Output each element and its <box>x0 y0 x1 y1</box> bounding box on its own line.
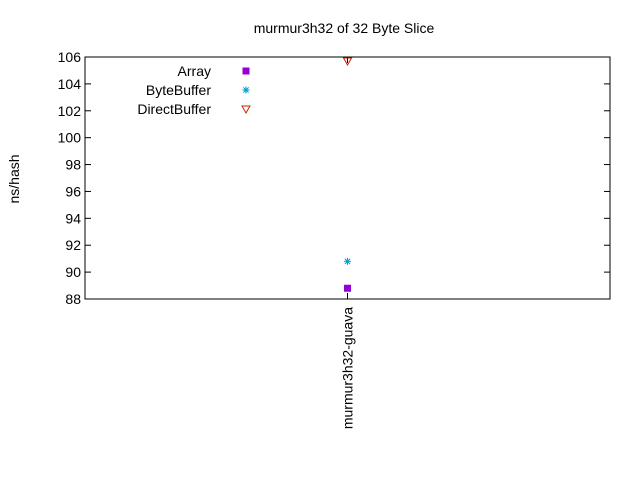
legend-marker <box>242 86 250 94</box>
data-marks <box>342 57 353 292</box>
y-axis-label: ns/hash <box>6 154 22 203</box>
y-tick-label: 100 <box>58 130 82 146</box>
chart-title: murmur3h32 of 32 Byte Slice <box>254 20 435 36</box>
y-axis: 88 90 92 94 96 98 100 102 104 106 <box>58 49 610 307</box>
legend-label: DirectBuffer <box>137 101 211 117</box>
x-tick-label: murmur3h32-guava <box>340 307 356 429</box>
y-tick-label: 102 <box>58 103 82 119</box>
data-point <box>342 57 353 67</box>
y-tick-label: 98 <box>65 157 81 173</box>
y-tick-label: 88 <box>65 291 81 307</box>
legend-marker <box>242 67 250 75</box>
y-tick-label: 94 <box>65 210 81 226</box>
y-tick-label: 90 <box>65 264 81 280</box>
data-point <box>344 257 351 265</box>
data-point <box>344 284 351 292</box>
legend: Array ByteBuffer DirectBuffer <box>137 63 251 117</box>
y-tick-label: 104 <box>58 76 82 92</box>
y-tick-label: 92 <box>65 237 81 253</box>
legend-label: Array <box>178 63 211 79</box>
legend-marker <box>241 105 251 115</box>
y-tick-label: 106 <box>58 49 82 65</box>
legend-label: ByteBuffer <box>146 82 211 98</box>
y-tick-label: 96 <box>65 183 81 199</box>
x-axis: murmur3h32-guava <box>340 57 356 429</box>
